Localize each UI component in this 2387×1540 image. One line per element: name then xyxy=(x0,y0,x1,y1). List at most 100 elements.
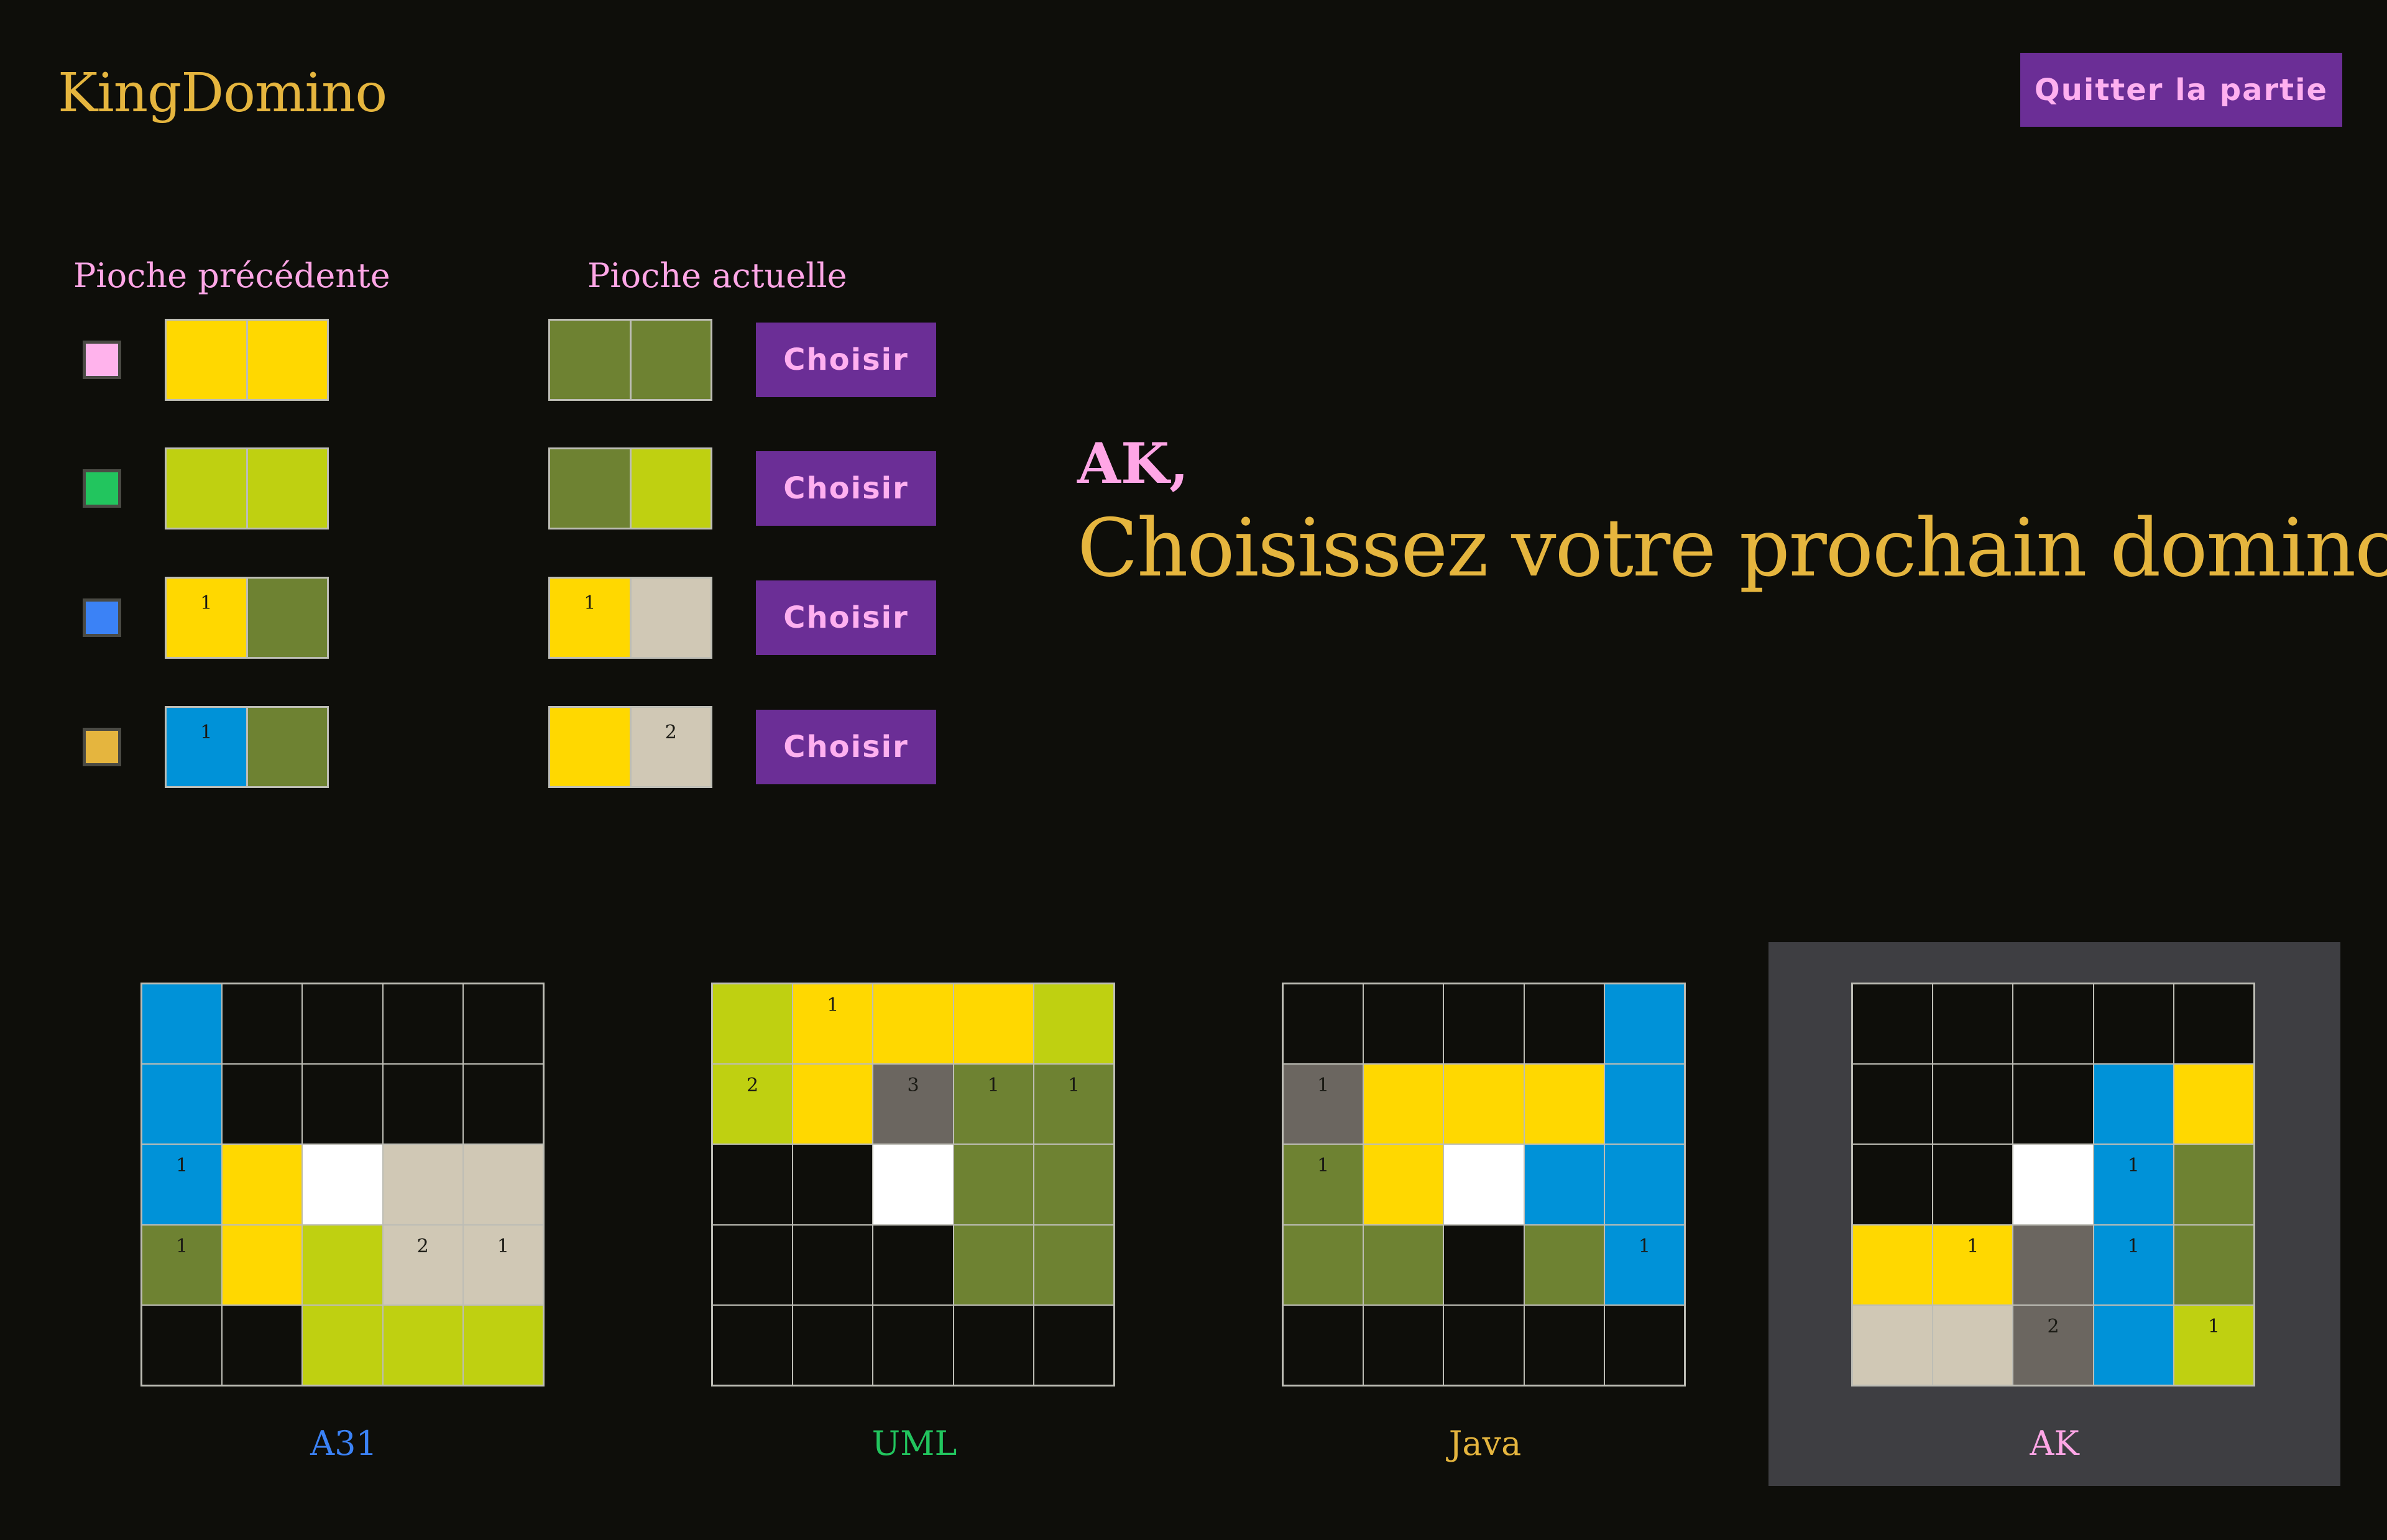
kingdom-cell xyxy=(142,984,223,1065)
kingdom-cell xyxy=(793,1144,873,1225)
kingdom-cell: 1 xyxy=(142,1224,223,1305)
kingdom-cell xyxy=(2173,1224,2254,1305)
crown-count: 3 xyxy=(907,1075,919,1097)
kingdom-cell xyxy=(1283,1304,1364,1385)
kingdom-cell xyxy=(1033,1224,1114,1305)
kingdom-cell xyxy=(873,1224,954,1305)
domino-half xyxy=(246,321,327,399)
domino-half xyxy=(550,708,630,786)
quit-game-button[interactable]: Quitter la partie xyxy=(2020,53,2342,127)
crown-count: 1 xyxy=(1067,1075,1080,1097)
kingdom-cell xyxy=(1852,984,1933,1065)
kingdom-cell: 1 xyxy=(2093,1144,2174,1225)
kingdom-cell xyxy=(2093,1064,2174,1145)
crown-count: 1 xyxy=(176,1155,188,1177)
choose-domino-button[interactable]: Choisir xyxy=(756,710,936,784)
kingdom-cell xyxy=(2173,1064,2254,1145)
kingdom-cell: 1 xyxy=(2173,1304,2254,1385)
kingdom-cell xyxy=(382,1304,463,1385)
choose-domino-button[interactable]: Choisir xyxy=(756,580,936,655)
kingdom-cell: 1 xyxy=(1283,1064,1364,1145)
crown-count: 1 xyxy=(497,1235,509,1257)
player-color-swatch xyxy=(83,341,121,379)
domino-half: 1 xyxy=(167,579,246,657)
kingdom-cell xyxy=(302,1144,383,1225)
domino-half xyxy=(550,449,630,528)
kingdom-cell: 2 xyxy=(382,1224,463,1305)
kingdom-cell xyxy=(1363,1304,1444,1385)
player-board-panel: 1 1 1 Java xyxy=(1199,942,1771,1486)
kingdom-cell xyxy=(462,1064,543,1145)
crown-count: 1 xyxy=(1317,1075,1330,1097)
kingdom-cell xyxy=(302,1304,383,1385)
kingdom-cell xyxy=(1283,1224,1364,1305)
kingdom-cell xyxy=(953,1304,1034,1385)
kingdom-cell: 2 xyxy=(712,1064,793,1145)
kingdom-cell xyxy=(222,1224,303,1305)
turn-prompt: Choisissez votre prochain domino xyxy=(1077,502,2387,595)
kingdom-cell: 1 xyxy=(462,1224,543,1305)
kingdom-cell xyxy=(712,1304,793,1385)
kingdom-cell xyxy=(1033,1144,1114,1225)
kingdom-cell xyxy=(1363,1144,1444,1225)
kingdom-cell xyxy=(302,1064,383,1145)
kingdom-cell: 1 xyxy=(2093,1224,2174,1305)
domino-half: 1 xyxy=(550,579,630,657)
current-pick-title: Pioche actuelle xyxy=(587,256,847,295)
domino-tile xyxy=(548,319,712,401)
choose-domino-button[interactable]: Choisir xyxy=(756,451,936,526)
kingdom-cell xyxy=(712,984,793,1065)
player-board-name: Java xyxy=(1448,1424,1522,1463)
crown-count: 2 xyxy=(416,1235,429,1257)
kingdom-grid: 1 2 3 1 1 xyxy=(711,983,1115,1386)
kingdom-cell: 1 xyxy=(1283,1144,1364,1225)
domino-half xyxy=(246,449,327,528)
kingdom-cell xyxy=(1524,1304,1604,1385)
kingdom-cell xyxy=(1604,984,1685,1065)
domino-tile xyxy=(165,447,329,529)
app-logo: KingDomino xyxy=(58,62,387,124)
kingdom-cell xyxy=(2173,984,2254,1065)
kingdom-cell xyxy=(222,1304,303,1385)
player-board-panel: 1 1 2 1 A31 xyxy=(58,942,630,1486)
kingdom-cell xyxy=(953,984,1034,1065)
kingdom-cell xyxy=(1283,984,1364,1065)
kingdom-cell xyxy=(222,1144,303,1225)
kingdom-cell xyxy=(793,1304,873,1385)
kingdom-cell xyxy=(2093,1304,2174,1385)
kingdom-cell: 1 xyxy=(142,1144,223,1225)
crown-count: 1 xyxy=(1317,1155,1330,1177)
kingdom-cell xyxy=(142,1304,223,1385)
kingdom-cell xyxy=(2173,1144,2254,1225)
crown-count: 1 xyxy=(2127,1235,2140,1257)
crown-count: 1 xyxy=(584,592,596,614)
kingdom-cell: 1 xyxy=(1604,1224,1685,1305)
choose-domino-button[interactable]: Choisir xyxy=(756,323,936,397)
kingdom-cell xyxy=(1363,1064,1444,1145)
kingdom-cell xyxy=(462,1304,543,1385)
player-color-swatch xyxy=(83,728,121,766)
crown-count: 1 xyxy=(2127,1155,2140,1177)
domino-half xyxy=(629,321,711,399)
kingdom-cell xyxy=(2013,1144,2094,1225)
kingdom-cell xyxy=(1604,1064,1685,1145)
crown-count: 1 xyxy=(176,1235,188,1257)
kingdom-cell xyxy=(873,1144,954,1225)
kingdom-cell xyxy=(873,1304,954,1385)
crown-count: 2 xyxy=(2047,1315,2059,1337)
crown-count: 1 xyxy=(200,592,213,614)
kingdom-cell xyxy=(2013,1224,2094,1305)
kingdom-cell xyxy=(382,984,463,1065)
kingdom-cell xyxy=(462,984,543,1065)
kingdom-cell xyxy=(1443,984,1524,1065)
kingdom-cell: 2 xyxy=(2013,1304,2094,1385)
crown-count: 1 xyxy=(2207,1315,2220,1337)
kingdom-cell xyxy=(1852,1144,1933,1225)
kingdom-cell xyxy=(1443,1064,1524,1145)
crown-count: 1 xyxy=(1967,1235,1979,1257)
player-board-name: UML xyxy=(872,1424,957,1463)
domino-half xyxy=(629,449,711,528)
current-player-name: AK, xyxy=(1077,431,1189,497)
domino-half xyxy=(246,579,327,657)
